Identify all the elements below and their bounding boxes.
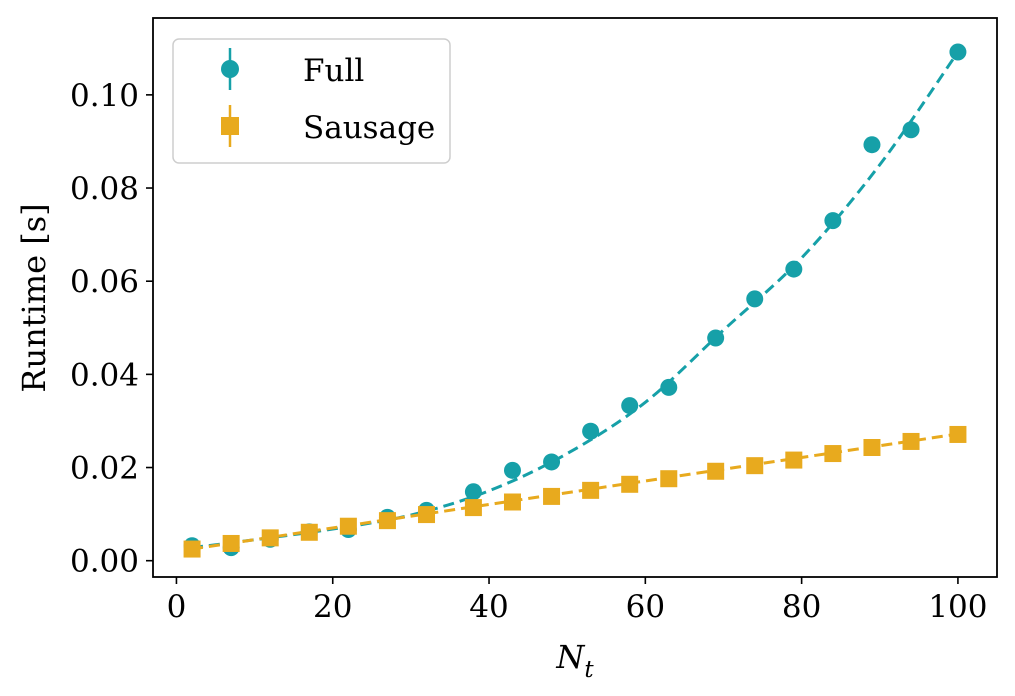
data-point-full (863, 136, 881, 154)
data-point-sausage (261, 529, 279, 547)
y-axis-ticks: 0.00 0.02 0.04 0.06 0.08 0.10 (70, 78, 153, 580)
x-tick-label: 60 (626, 589, 665, 625)
data-point-sausage (300, 523, 318, 541)
data-point-sausage (707, 462, 725, 480)
data-point-full (949, 43, 967, 61)
data-point-sausage (543, 487, 561, 505)
data-point-sausage (418, 506, 436, 524)
data-point-full (707, 329, 725, 347)
data-point-sausage (222, 534, 240, 552)
data-point-full (464, 483, 482, 501)
data-point-sausage (746, 457, 764, 475)
data-point-sausage (339, 517, 357, 535)
legend-sausage-label: Sausage (303, 110, 435, 146)
y-tick-label: 0.02 (70, 451, 139, 487)
x-tick-label: 100 (928, 589, 987, 625)
legend: Full Sausage (172, 38, 451, 164)
y-tick-label: 0.10 (70, 78, 139, 114)
data-points (183, 43, 967, 558)
data-point-full (503, 461, 521, 479)
data-point-full (543, 453, 561, 471)
data-point-sausage (949, 425, 967, 443)
data-point-sausage (863, 438, 881, 456)
y-tick-label: 0.04 (70, 357, 139, 393)
data-point-sausage (785, 451, 803, 469)
data-point-sausage (464, 499, 482, 517)
x-tick-label: 0 (167, 589, 187, 625)
y-tick-label: 0.00 (70, 544, 139, 580)
data-point-full (582, 422, 600, 440)
x-axis-ticks: 0 20 40 60 80 100 (167, 577, 988, 625)
data-point-sausage (660, 470, 678, 488)
data-point-sausage (621, 475, 639, 493)
data-point-sausage (582, 481, 600, 499)
legend-entry-full: Full (221, 48, 364, 90)
data-point-sausage (824, 445, 842, 463)
data-point-full (902, 121, 920, 139)
data-point-sausage (503, 493, 521, 511)
legend-full-marker (221, 60, 239, 78)
y-tick-label: 0.06 (70, 264, 139, 300)
y-axis-label: Runtime [s] (15, 203, 53, 392)
data-point-sausage (378, 512, 396, 530)
x-tick-label: 40 (469, 589, 508, 625)
legend-sausage-marker (221, 117, 239, 135)
y-tick-label: 0.08 (70, 171, 139, 207)
x-axis-label: Nt (555, 638, 594, 683)
legend-box (172, 38, 451, 164)
legend-entry-sausage: Sausage (221, 105, 435, 147)
plot-frame (152, 17, 998, 578)
data-point-full (660, 378, 678, 396)
data-point-sausage (183, 540, 201, 558)
data-point-full (746, 290, 764, 308)
data-point-full (824, 212, 842, 230)
data-point-full (621, 397, 639, 415)
x-tick-label: 80 (782, 589, 821, 625)
x-tick-label: 20 (313, 589, 352, 625)
legend-full-label: Full (303, 53, 364, 89)
data-point-full (785, 260, 803, 278)
data-point-sausage (902, 432, 920, 450)
